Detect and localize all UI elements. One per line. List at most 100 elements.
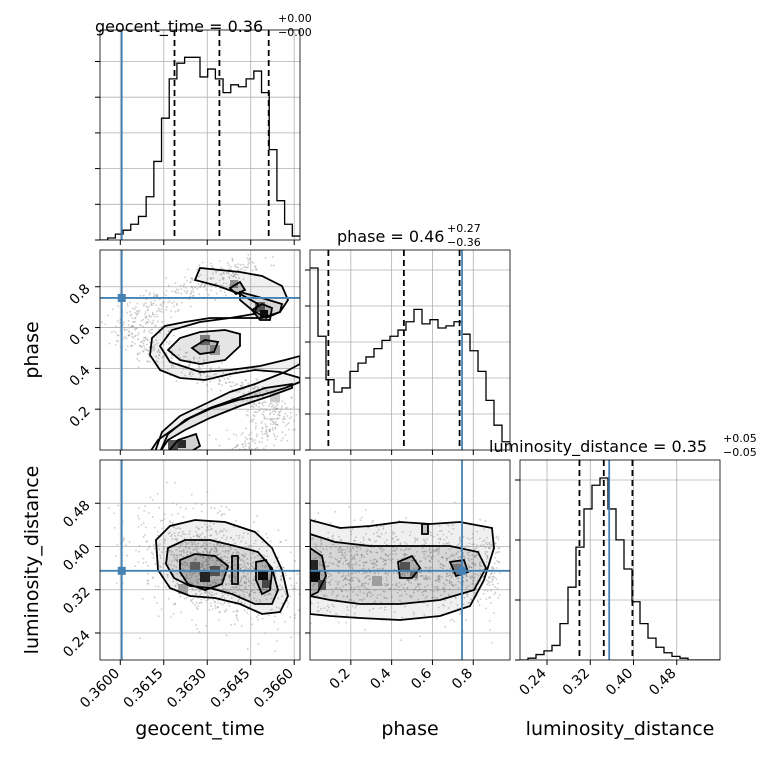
scatter-point: [375, 525, 378, 528]
scatter-point: [493, 612, 495, 614]
scatter-point: [214, 299, 217, 301]
scatter-point: [263, 415, 266, 418]
scatter-point: [205, 564, 208, 566]
scatter-point: [450, 583, 453, 586]
density-cell: [410, 570, 418, 578]
scatter-point: [264, 401, 267, 404]
scatter-point: [352, 563, 355, 566]
scatter-point: [342, 595, 345, 598]
scatter-point: [245, 400, 248, 402]
scatter-point: [424, 578, 427, 580]
scatter-point: [261, 412, 264, 415]
scatter-point: [213, 593, 216, 596]
scatter-point: [432, 535, 435, 538]
scatter-point: [144, 313, 146, 316]
scatter-point: [155, 313, 158, 316]
scatter-point: [192, 290, 195, 293]
scatter-point: [270, 264, 273, 267]
scatter-point: [490, 641, 493, 644]
scatter-point: [221, 536, 224, 539]
scatter-point: [385, 553, 387, 555]
scatter-point: [385, 559, 388, 562]
scatter-point: [495, 578, 498, 581]
scatter-point: [287, 428, 290, 431]
scatter-point: [151, 311, 154, 314]
scatter-point: [332, 538, 334, 540]
contour-inner: [168, 280, 274, 450]
scatter-point: [216, 533, 219, 535]
scatter-point: [497, 536, 500, 539]
scatter-point: [384, 582, 387, 585]
scatter-point: [412, 611, 415, 614]
density-cell: [178, 440, 186, 448]
scatter-point: [148, 360, 151, 363]
scatter-point: [233, 525, 235, 528]
scatter-point: [331, 535, 334, 538]
scatter-point: [170, 533, 173, 536]
scatter-point: [354, 606, 357, 609]
scatter-point: [221, 603, 224, 606]
scatter-point: [238, 277, 241, 280]
scatter-point: [379, 601, 382, 604]
scatter-point: [359, 590, 362, 593]
panel-frame: [309, 249, 511, 451]
scatter-point: [365, 582, 367, 585]
scatter-point: [442, 586, 445, 589]
scatter-point: [260, 430, 263, 433]
scatter-point: [253, 439, 256, 441]
scatter-point: [135, 327, 138, 330]
scatter-point: [320, 540, 322, 542]
scatter-point: [239, 580, 242, 583]
scatter-point: [202, 556, 204, 559]
scatter-point: [281, 566, 284, 569]
scatter-point: [459, 539, 462, 542]
scatter-point: [472, 573, 475, 575]
scatter-point: [154, 585, 157, 587]
scatter-point: [425, 575, 427, 577]
scatter-point: [300, 525, 302, 527]
scatter-point: [429, 560, 432, 563]
scatter-point: [203, 583, 206, 585]
scatter-point: [465, 545, 468, 547]
scatter-point: [449, 580, 451, 583]
scatter-point: [470, 599, 473, 601]
scatter-point: [249, 562, 252, 565]
scatter-point: [406, 571, 409, 574]
scatter-point: [209, 528, 212, 531]
scatter-point: [248, 262, 250, 265]
scatter-point: [205, 624, 207, 627]
scatter-point: [165, 586, 167, 588]
scatter-point: [155, 339, 158, 342]
scatter-point: [187, 268, 190, 271]
scatter-point: [283, 415, 285, 418]
scatter-point: [235, 615, 238, 617]
scatter-point: [235, 383, 238, 386]
scatter-point: [246, 558, 249, 560]
density-cell: [262, 580, 270, 588]
scatter-point: [440, 529, 443, 532]
scatter-point: [225, 282, 228, 285]
scatter-point: [244, 436, 247, 439]
scatter-point: [201, 283, 203, 285]
scatter-point: [115, 339, 118, 342]
scatter-point: [480, 544, 482, 547]
y-tick-label: 0.24: [60, 627, 93, 660]
scatter-point: [185, 546, 188, 549]
scatter-point: [494, 591, 497, 594]
scatter-point: [175, 548, 178, 551]
scatter-point: [139, 352, 141, 355]
scatter-point: [488, 596, 491, 599]
scatter-point: [248, 445, 251, 448]
scatter-point: [246, 573, 249, 576]
scatter-point: [276, 418, 278, 421]
scatter-point: [171, 538, 174, 541]
scatter-point: [394, 549, 397, 552]
scatter-point: [122, 324, 125, 326]
scatter-point: [187, 542, 190, 544]
scatter-point: [228, 605, 231, 607]
scatter-point: [284, 572, 287, 575]
scatter-point: [155, 304, 158, 307]
scatter-point: [391, 538, 394, 540]
scatter-point: [341, 551, 344, 554]
scatter-point: [238, 557, 241, 560]
